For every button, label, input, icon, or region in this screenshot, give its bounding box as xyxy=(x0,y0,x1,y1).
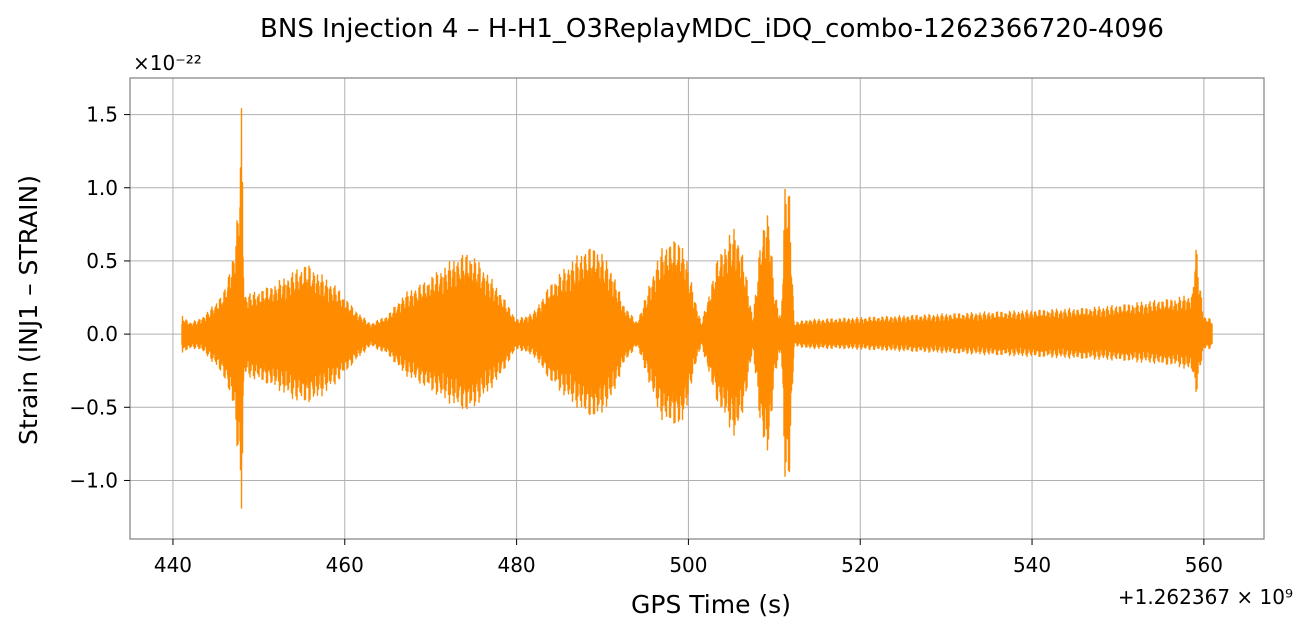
x-tick-label: 520 xyxy=(841,553,879,577)
y-tick-label: 0.5 xyxy=(86,249,118,273)
x-axis: 440 460 480 500 520 540 560 xyxy=(154,539,1223,577)
x-tick-label: 480 xyxy=(497,553,535,577)
chart-title: BNS Injection 4 – H-H1_O3ReplayMDC_iDQ_c… xyxy=(260,14,1164,44)
x-axis-label: GPS Time (s) xyxy=(631,590,791,619)
y-axis: −1.0 −0.5 0.0 0.5 1.0 1.5 xyxy=(69,103,130,492)
y-tick-label: −0.5 xyxy=(69,395,118,419)
y-tick-label: 1.5 xyxy=(86,103,118,127)
plot-frame xyxy=(129,77,1265,540)
plot-area xyxy=(181,108,1213,509)
x-tick-label: 440 xyxy=(154,553,192,577)
strain-series-line xyxy=(181,108,1213,509)
x-tick-label: 500 xyxy=(669,553,707,577)
y-tick-label: 1.0 xyxy=(86,176,118,200)
y-tick-label: 0.0 xyxy=(86,322,118,346)
x-tick-label: 460 xyxy=(326,553,364,577)
x-tick-label: 560 xyxy=(1185,553,1223,577)
y-axis-label: Strain (INJ1 – STRAIN) xyxy=(14,175,43,445)
y-scale-label: ×10⁻²² xyxy=(133,51,202,75)
y-tick-label: −1.0 xyxy=(69,468,118,492)
x-tick-label: 540 xyxy=(1013,553,1051,577)
x-offset-label: +1.262367 × 10⁹ xyxy=(1118,585,1293,609)
